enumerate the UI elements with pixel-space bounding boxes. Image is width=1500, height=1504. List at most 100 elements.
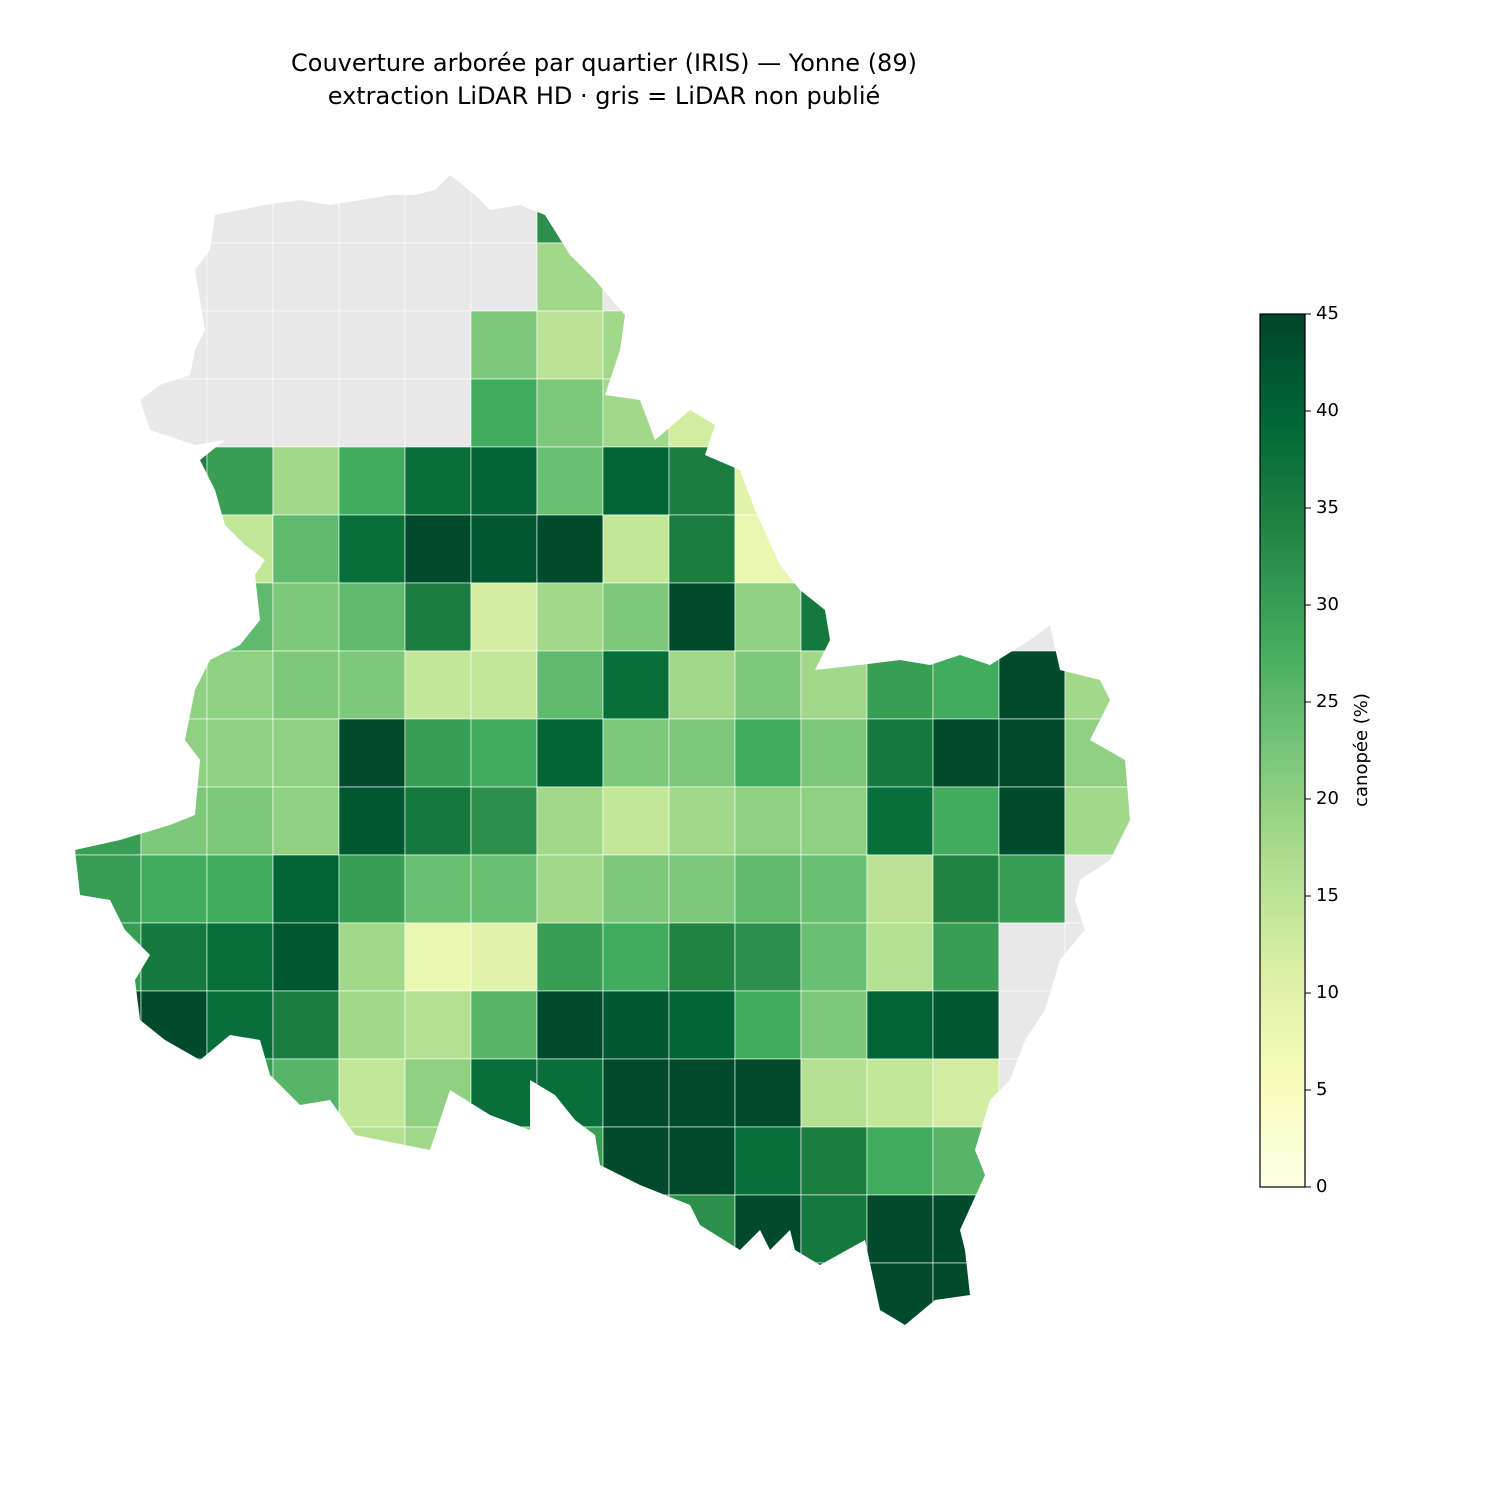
region	[470, 854, 538, 924]
region	[800, 854, 868, 924]
region	[998, 1262, 1066, 1325]
region	[668, 1058, 736, 1128]
region	[668, 242, 736, 312]
region	[404, 1058, 472, 1128]
region	[536, 582, 604, 652]
region	[866, 175, 934, 244]
region	[734, 310, 802, 380]
region	[272, 1058, 340, 1128]
region	[998, 1126, 1066, 1196]
region	[206, 514, 274, 584]
region	[734, 718, 802, 788]
region	[206, 786, 274, 856]
region	[404, 446, 472, 516]
region	[734, 514, 802, 584]
region	[668, 1262, 736, 1325]
region	[866, 718, 934, 788]
region	[140, 242, 208, 312]
region	[75, 310, 142, 380]
region	[734, 242, 802, 312]
region	[998, 242, 1066, 312]
region	[404, 310, 472, 380]
region	[140, 514, 208, 584]
region	[536, 378, 604, 448]
region	[404, 650, 472, 720]
region	[272, 446, 340, 516]
region	[206, 378, 274, 448]
region	[668, 514, 736, 584]
region	[932, 1058, 1000, 1128]
region	[866, 310, 934, 380]
region	[338, 514, 406, 584]
region	[668, 1194, 736, 1264]
region	[272, 718, 340, 788]
region	[338, 378, 406, 448]
region	[75, 650, 142, 720]
region	[734, 1194, 802, 1264]
region	[536, 1126, 604, 1196]
region	[140, 1126, 208, 1196]
region	[470, 650, 538, 720]
region	[800, 446, 868, 516]
region	[470, 786, 538, 856]
region	[734, 786, 802, 856]
region	[998, 718, 1066, 788]
region	[272, 854, 340, 924]
region	[75, 922, 142, 992]
region	[866, 242, 934, 312]
region	[668, 582, 736, 652]
region	[404, 786, 472, 856]
region	[998, 378, 1066, 448]
region	[75, 242, 142, 312]
region	[668, 854, 736, 924]
region	[932, 310, 1000, 380]
region	[1064, 718, 1130, 788]
region	[404, 514, 472, 584]
region	[140, 650, 208, 720]
region	[206, 854, 274, 924]
region	[998, 922, 1066, 992]
region	[866, 1126, 934, 1196]
region	[1064, 310, 1130, 380]
region	[470, 718, 538, 788]
region	[602, 514, 670, 584]
region	[602, 1058, 670, 1128]
region	[668, 990, 736, 1060]
region	[75, 1194, 142, 1264]
region	[404, 1126, 472, 1196]
region	[932, 922, 1000, 992]
region	[536, 854, 604, 924]
region	[1064, 582, 1130, 652]
region	[602, 242, 670, 312]
region	[998, 1058, 1066, 1128]
region	[998, 786, 1066, 856]
region	[140, 922, 208, 992]
region	[272, 990, 340, 1060]
region	[140, 1194, 208, 1264]
region	[932, 1262, 1000, 1325]
region	[470, 514, 538, 584]
region	[140, 582, 208, 652]
region	[1064, 922, 1130, 992]
region	[998, 175, 1066, 244]
region	[206, 1262, 274, 1325]
region	[602, 378, 670, 448]
region	[272, 242, 340, 312]
region	[140, 854, 208, 924]
region	[800, 786, 868, 856]
region	[338, 582, 406, 652]
region	[932, 1126, 1000, 1196]
region	[272, 1194, 340, 1264]
region	[470, 378, 538, 448]
region	[668, 378, 736, 448]
region	[602, 650, 670, 720]
region	[800, 310, 868, 380]
region	[800, 1126, 868, 1196]
region	[998, 854, 1066, 924]
region	[338, 242, 406, 312]
region	[668, 650, 736, 720]
region	[800, 514, 868, 584]
region	[536, 175, 604, 244]
colorbar-tick-label: 40	[1316, 400, 1339, 421]
